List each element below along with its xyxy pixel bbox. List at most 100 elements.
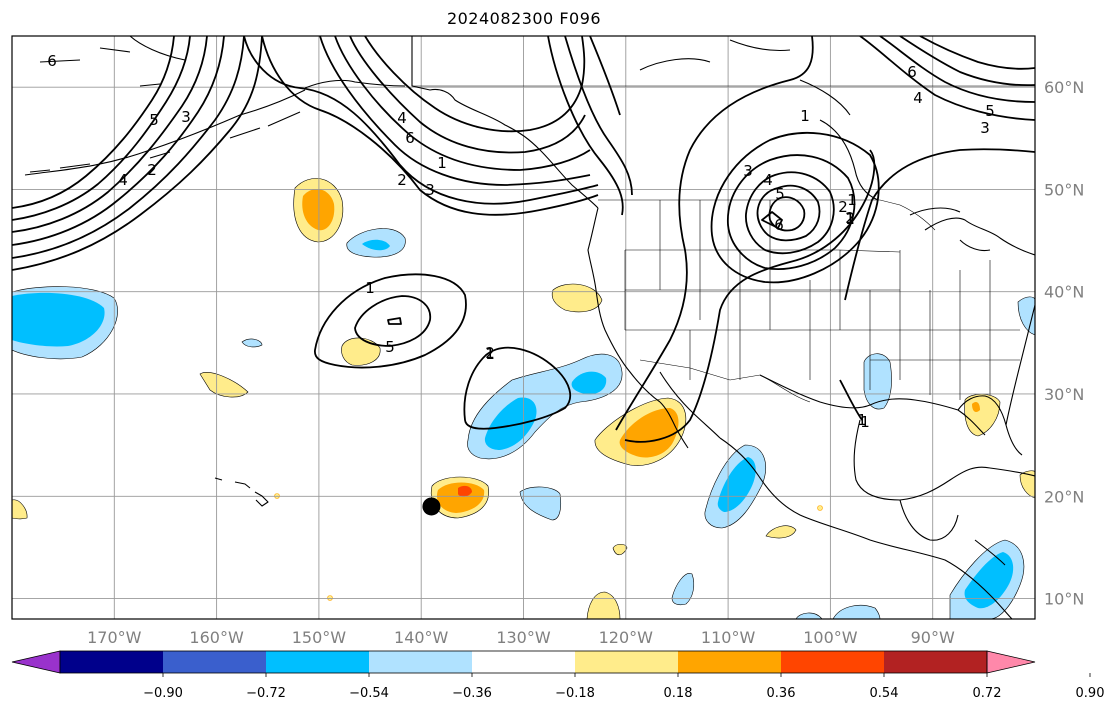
contour-label-1: 5 (149, 111, 159, 129)
contour-label-18: 1 (860, 413, 870, 431)
coastlines (24, 36, 1035, 619)
colorbar-bin-3 (369, 651, 473, 673)
coast-gulf (759, 374, 986, 436)
longitude-labels: 170°W 160°W 150°W 140°W 130°W 120°W 110°W 100°W… (87, 628, 955, 647)
shade-yellow-dot2 (327, 595, 333, 601)
contour-trough3 (319, 36, 591, 186)
coast-alaska-mainland (411, 36, 599, 209)
contour-low-pac1 (314, 273, 467, 369)
border-us-canada (598, 199, 936, 231)
contour-low-pac2 (354, 295, 432, 347)
colorbar-outline (59, 650, 988, 674)
shade-blue-south3 (832, 605, 881, 619)
colorbar-tick-labels: −0.90 −0.72 −0.54 −0.36 −0.18 0.18 0.36 0.54 0.7… (143, 673, 1104, 701)
contour-jet2 (12, 36, 245, 259)
contour-label-24: 5 (985, 102, 995, 120)
contour-low-ring4 (756, 184, 821, 242)
contour-trough1 (261, 36, 599, 216)
colorbar-label-9: 0.90 (1076, 686, 1105, 701)
contour-label-28: 1 (485, 345, 495, 363)
lat-label-2: 30°N (1044, 385, 1084, 404)
colorbar-label-6: 0.36 (767, 686, 796, 701)
coast-canada-west (587, 207, 661, 403)
contour-label-7: 4 (397, 109, 407, 127)
contour-label-2: 3 (181, 108, 191, 126)
lat-label-4: 50°N (1044, 180, 1084, 199)
coast-gulf-mexico (853, 419, 991, 501)
contour-alaska2 (564, 36, 633, 196)
contour-label-8: 6 (405, 129, 415, 147)
contour-label-25: 3 (980, 119, 990, 137)
contour-label-11: 3 (425, 181, 435, 199)
coast-alaska-penin (304, 79, 406, 89)
coast-hawaii (214, 477, 269, 507)
map-title: 2024082300 F096 (446, 9, 602, 28)
contour-mex (839, 379, 863, 421)
shade-red-hawaii-ne (458, 485, 472, 497)
contour-label-21: 1 (845, 210, 855, 228)
shade-blue-small (241, 338, 263, 348)
coast-great-lakes (909, 207, 1035, 256)
shade-cyan-mex (717, 457, 756, 512)
shade-cyan-west (12, 292, 105, 347)
lat-label-5: 60°N (1044, 78, 1084, 97)
colorbar-label-8: 0.72 (973, 686, 1002, 701)
colorbar (11, 650, 1036, 674)
contour-label-15: 4 (763, 171, 773, 189)
contour-label-4: 2 (147, 161, 157, 179)
map-frame (11, 35, 1036, 620)
contour-ridge-outer (615, 36, 814, 431)
coast-yucatan (899, 499, 959, 541)
lon-label-7: 100°W (803, 628, 858, 647)
coast-alaska-north (39, 36, 186, 87)
lon-label-2: 150°W (292, 628, 347, 647)
shade-orange-baja (619, 408, 679, 458)
shade-blue-south2 (671, 573, 695, 606)
colorbar-bin-5 (575, 651, 679, 673)
contour-label-9: 1 (437, 154, 447, 172)
shade-cyan-subtrop2 (571, 371, 607, 395)
lon-label-3: 140°W (394, 628, 449, 647)
shade-cyan-nepac (362, 239, 390, 251)
contour-low-center (761, 211, 783, 229)
black-dot-marker (422, 497, 441, 516)
colorbar-label-3: −0.36 (452, 686, 492, 701)
shade-blue-atl (1017, 296, 1035, 336)
contour-alaska3 (589, 36, 621, 116)
coast-hudson (819, 119, 879, 201)
contour-jet3 (12, 36, 225, 246)
lon-label-0: 170°W (87, 628, 142, 647)
colorbar-extend-low (11, 650, 61, 674)
lat-label-3: 40°N (1044, 283, 1084, 302)
contour-alaska1 (547, 36, 624, 216)
shade-orange-gulfalaska (302, 189, 335, 231)
coast-caribbean (974, 467, 1035, 566)
colorbar-label-4: −0.18 (555, 686, 595, 701)
contour-label-17: 6 (774, 216, 784, 234)
lon-label-6: 110°W (701, 628, 756, 647)
lat-label-1: 20°N (1044, 487, 1084, 506)
contour-label-6: 5 (385, 338, 395, 356)
contour-low-ring1 (710, 131, 880, 284)
contour-label-10: 2 (397, 171, 407, 189)
contour-label-20: 1 (847, 191, 857, 209)
colorbar-label-7: 0.54 (870, 686, 899, 701)
contour-label-19: 2 (845, 209, 855, 227)
shade-yellow-nca (551, 283, 603, 313)
contour-ne-1 (859, 36, 1035, 121)
contour-low-subtrop (463, 346, 572, 430)
contour-ne-3 (899, 36, 1035, 87)
colorbar-bin-0 (60, 651, 164, 673)
contour-jet1 (12, 36, 263, 271)
coast-arctic-islands (639, 39, 851, 116)
shade-orange-hawaii-ne (436, 482, 485, 513)
contour-ne-5 (844, 148, 1035, 301)
shade-yellow-south6 (612, 543, 628, 556)
contour-low-pac-center (387, 317, 402, 325)
colorbar-bin-6 (678, 651, 782, 673)
height-contours (12, 36, 1035, 443)
colorbar-bin-1 (163, 651, 267, 673)
border-alaska-canada (411, 36, 1035, 87)
